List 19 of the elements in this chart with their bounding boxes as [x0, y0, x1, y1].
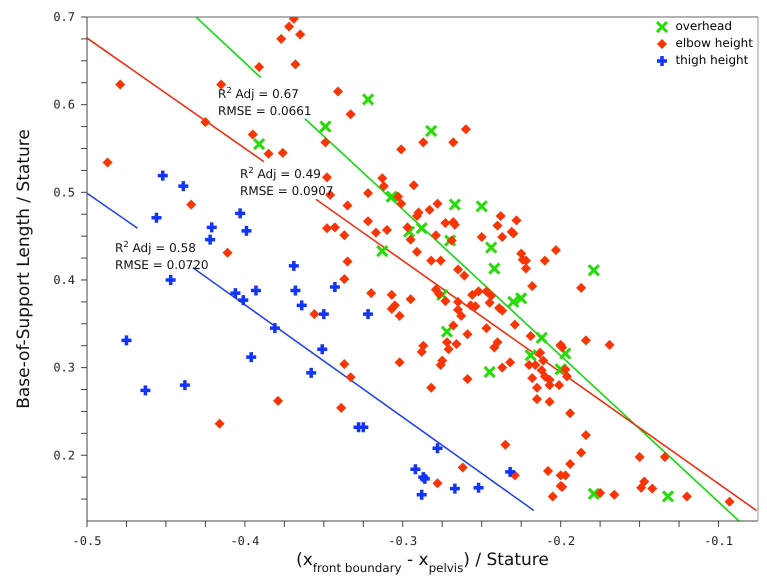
y-tick-label: 0.5: [53, 185, 75, 200]
x-tick-label: -0.1: [704, 534, 733, 548]
annotation: R$^{2}$ Adj = 0.49 RMSE = 0.0907: [240, 165, 334, 198]
legend-label: elbow height: [675, 35, 753, 52]
y-tick-label: 0.2: [53, 448, 75, 462]
annotation: R$^{2}$ Adj = 0.58 RMSE = 0.0720: [115, 239, 209, 272]
x-tick-label: -0.3: [388, 534, 418, 548]
y-tick-label: 0.6: [53, 98, 75, 112]
y-tick-label: 0.3: [53, 360, 75, 375]
x-tick-label: -0.2: [546, 534, 576, 548]
x-tick-label: -0.5: [72, 534, 102, 548]
legend-label: thigh height: [675, 52, 748, 69]
x-axis-title: (x$_{front boundary}$ - x$_{pelvis}$) / Stature: [296, 550, 549, 575]
legend-label: overhead: [675, 18, 732, 35]
y-axis-title: Base-of-Support Length / Stature: [14, 129, 34, 409]
x-tick-label: -0.4: [230, 534, 260, 548]
annotation: R$^{2}$ Adj = 0.67 RMSE = 0.0661: [218, 85, 312, 118]
y-tick-label: 0.4: [53, 272, 75, 287]
y-tick-label: 0.7: [53, 10, 75, 24]
